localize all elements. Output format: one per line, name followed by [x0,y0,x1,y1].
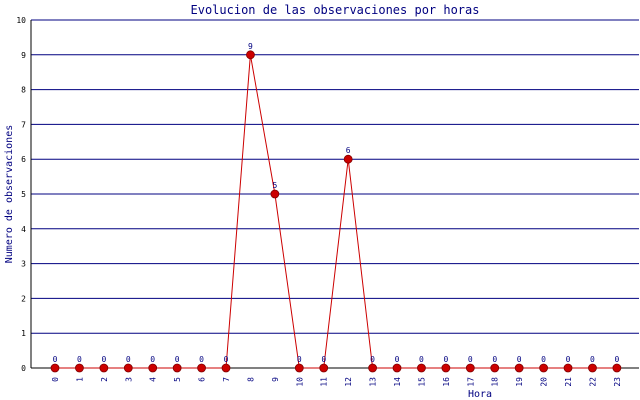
x-tick-label: 6 [198,377,207,382]
y-tick-label: 3 [21,260,26,269]
y-tick-label: 5 [21,190,26,199]
data-label: 0 [126,355,131,364]
data-point [563,363,573,373]
data-label: 6 [346,146,351,155]
x-tick-label: 21 [564,377,573,387]
data-point [612,363,622,373]
chart-title: Evolucion de las observaciones por horas [191,3,480,17]
x-tick-label: 4 [149,377,158,382]
y-tick-label: 6 [21,155,26,164]
series-polyline [55,54,617,369]
y-tick-label: 7 [21,120,26,129]
y-tick-label: 2 [21,294,26,303]
data-point [221,363,231,373]
x-tick-label: 8 [246,377,255,382]
data-label: 0 [321,355,326,364]
x-tick-label: 17 [466,377,475,387]
data-label: 0 [175,355,180,364]
data-label: 0 [566,355,571,364]
data-point [50,363,60,373]
x-tick-label: 10 [295,377,304,387]
data-point [588,363,597,373]
data-point [392,363,402,373]
data-label: 0 [517,355,522,364]
data-label: 0 [53,355,58,364]
y-tick-label: 0 [21,364,26,373]
x-tick-label: 16 [442,377,451,387]
y-tick-label: 10 [16,16,26,25]
x-tick-label: 18 [491,377,500,387]
data-label: 0 [297,355,302,364]
y-tick-label: 1 [21,329,26,338]
data-point [368,363,377,373]
x-tick-label: 11 [320,377,329,387]
x-tick-label: 20 [540,377,549,387]
data-point [270,189,280,199]
x-tick-label: 15 [417,377,426,387]
data-label: 0 [468,355,473,364]
data-label: 0 [370,355,375,364]
data-point [441,363,451,373]
data-point [417,363,426,373]
x-tick-label: 3 [124,377,133,382]
x-tick-label: 12 [344,377,353,387]
x-tick-label: 7 [222,377,231,382]
x-tick-label: 5 [173,377,182,382]
y-tick-labels: 0 1 2 3 4 5 6 7 8 9 10 [16,16,26,373]
data-point [123,363,133,373]
x-axis-label: Hora [468,389,492,400]
x-tick-labels: 0 1 2 3 4 5 6 7 8 9 10 11 12 13 14 15 16 17 18 19 20 21 22 23 [51,377,622,387]
data-label: 0 [150,355,155,364]
data-point [465,363,475,373]
data-label: 0 [443,355,448,364]
data-label: 0 [101,355,106,364]
data-label: 0 [419,355,424,364]
data-point [319,363,329,373]
data-label: 0 [541,355,546,364]
x-tick-label: 13 [369,377,378,387]
x-tick-label: 14 [393,377,402,387]
data-point [514,363,524,373]
data-label: 0 [224,355,229,364]
data-label: 0 [395,355,400,364]
data-label: 9 [248,42,253,51]
x-tick-label: 22 [588,377,597,387]
x-tick-label: 23 [613,377,622,387]
y-tick-label: 9 [21,51,26,60]
data-label: 5 [272,181,277,190]
data-label: 0 [614,355,619,364]
data-point [539,363,548,373]
x-tick-label: 9 [271,377,280,382]
x-tick-label: 1 [75,377,84,382]
data-label: 0 [492,355,497,364]
x-tick-label: 2 [100,377,109,382]
data-point [490,363,500,373]
y-tick-label: 8 [21,86,26,95]
series-line [55,54,617,369]
data-point [197,363,206,373]
data-point [343,154,353,164]
data-point [75,363,84,373]
y-tick-label: 4 [21,225,26,234]
data-labels: 0 0 0 0 0 0 0 0 9 5 0 0 6 0 0 0 0 0 0 0 0 0 0 0 [53,42,620,364]
series-markers [50,50,622,373]
data-point [172,363,182,373]
data-label: 0 [590,355,595,364]
y-axis-label: Numero de observaciones [4,125,15,263]
x-tick-label: 19 [515,377,524,387]
data-label: 0 [199,355,204,364]
x-tick-label: 0 [51,377,60,382]
data-label: 0 [77,355,82,364]
data-point [294,363,304,373]
data-point [99,363,109,373]
data-point [246,50,255,60]
data-point [148,363,158,373]
grid-lines [31,19,639,369]
